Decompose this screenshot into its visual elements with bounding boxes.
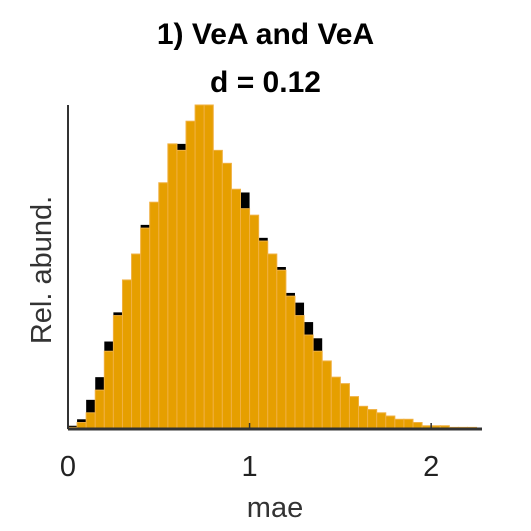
histogram-bar-series2-13 <box>185 120 196 430</box>
chart-title: 1) VeA and VeA <box>156 18 375 51</box>
x-tick-label-0: 0 <box>60 451 76 483</box>
histogram-bar-series2-3 <box>94 389 105 430</box>
histogram-bar-series2-19 <box>240 208 251 430</box>
histogram-bar-series2-25 <box>294 315 305 430</box>
histogram-bar-series2-27 <box>312 350 323 430</box>
histogram-bar-series2-7 <box>131 253 142 430</box>
x-axis-label: mae <box>247 492 303 524</box>
histogram-bar-series2-16 <box>212 149 223 430</box>
histogram-bar-series2-15 <box>203 104 214 430</box>
x-ticks: 0 1 2 <box>60 423 439 483</box>
histogram-bar-series2-32 <box>358 405 369 430</box>
histogram-bar-series2-34 <box>376 412 387 430</box>
histogram-bar-series2-14 <box>194 104 205 430</box>
histogram-bar-series2-35 <box>385 415 396 430</box>
y-axis-label: Rel. abund. <box>26 196 58 344</box>
histogram-bar-series2-24 <box>285 295 296 430</box>
histogram-bar-series2-4 <box>103 350 114 430</box>
histogram-bar-series2-21 <box>258 240 269 430</box>
chart-subtitle: d = 0.12 <box>210 66 321 99</box>
histogram-bar-series2-9 <box>149 201 160 430</box>
histogram-bar-series2-2 <box>85 412 96 430</box>
x-tick-label-2: 2 <box>423 451 439 483</box>
histogram-bar-series2-18 <box>230 188 241 430</box>
bars-layer <box>67 104 478 430</box>
histogram-bar-series2-30 <box>339 383 350 430</box>
histogram-bar-series2-12 <box>176 149 187 430</box>
x-tick-label-1: 1 <box>242 451 258 483</box>
histogram-bar-series2-6 <box>121 279 133 430</box>
histogram-bar-series2-26 <box>303 334 314 430</box>
histogram-bar-series2-33 <box>367 409 378 430</box>
histogram-bar-series2-22 <box>267 253 278 430</box>
histogram-bar-series2-29 <box>330 376 341 430</box>
histogram-bar-series2-23 <box>276 269 287 430</box>
histogram-bar-series2-5 <box>112 315 123 430</box>
histogram-bar-series2-20 <box>249 214 260 430</box>
histogram-bar-series2-10 <box>158 182 169 430</box>
histogram-bar-series2-11 <box>167 143 178 430</box>
histogram-bar-series2-17 <box>221 162 232 430</box>
histogram-bar-series2-8 <box>140 227 151 430</box>
histogram-bar-series2-28 <box>321 360 332 430</box>
histogram-bar-series2-31 <box>348 396 360 430</box>
